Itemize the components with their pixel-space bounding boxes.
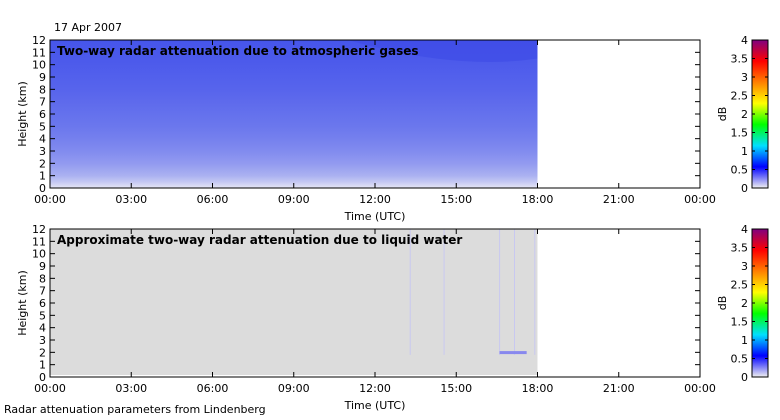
x-tick-label: 00:00 <box>684 382 716 395</box>
colorbar-tick-label: 3.5 <box>731 53 749 66</box>
colorbar-tick-label: 3.5 <box>731 242 749 255</box>
colorbar-tick-label: 2 <box>741 297 748 310</box>
colorbar-tick-label: 3 <box>741 260 748 273</box>
colorbar-tick-label: 0 <box>741 371 748 384</box>
x-tick-label: 15:00 <box>440 382 472 395</box>
y-tick-label: 1 <box>39 359 46 372</box>
y-tick-label: 11 <box>32 235 46 248</box>
x-tick-label: 03:00 <box>115 382 147 395</box>
x-tick-label: 21:00 <box>603 193 635 206</box>
colorbar-tick-label: 2 <box>741 108 748 121</box>
colorbar-tick-label: 0.5 <box>731 164 749 177</box>
y-tick-label: 8 <box>39 83 46 96</box>
y-tick-label: 1 <box>39 170 46 183</box>
y-tick-label: 9 <box>39 71 46 84</box>
x-tick-label: 12:00 <box>359 193 391 206</box>
chart-title: Two-way radar attenuation due to atmosph… <box>57 44 419 58</box>
y-tick-label: 0 <box>39 371 46 384</box>
colorbar-tick-label: 2.5 <box>731 90 749 103</box>
x-tick-label: 06:00 <box>197 193 229 206</box>
colorbar-tick-label: 0.5 <box>731 353 749 366</box>
y-tick-label: 6 <box>39 108 46 121</box>
colorbar-tick-label: 0 <box>741 182 748 195</box>
y-tick-label: 11 <box>32 46 46 59</box>
colorbar-tick-label: 1 <box>741 334 748 347</box>
y-tick-label: 10 <box>32 59 46 72</box>
y-tick-label: 10 <box>32 248 46 261</box>
gas-attenuation-field <box>50 40 538 188</box>
y-tick-label: 4 <box>39 133 46 146</box>
y-tick-label: 8 <box>39 272 46 285</box>
colorbar-tick-label: 1.5 <box>731 127 749 140</box>
y-tick-label: 5 <box>39 120 46 133</box>
x-tick-label: 00:00 <box>34 382 66 395</box>
liquid-water-field <box>50 229 538 375</box>
liquid-water-low-band <box>499 351 527 355</box>
x-tick-label: 18:00 <box>522 193 554 206</box>
colorbar-tick-label: 4 <box>741 34 748 47</box>
y-tick-label: 6 <box>39 297 46 310</box>
colorbar-label: dB <box>716 296 729 311</box>
gas-attenuation-high-band <box>347 40 538 63</box>
y-tick-label: 4 <box>39 322 46 335</box>
x-tick-label: 18:00 <box>522 382 554 395</box>
colorbar-tick-label: 2.5 <box>731 279 749 292</box>
colorbar-tick-label: 1.5 <box>731 316 749 329</box>
x-tick-label: 09:00 <box>278 193 310 206</box>
date-label: 17 Apr 2007 <box>54 21 123 34</box>
colorbar-tick-label: 1 <box>741 145 748 158</box>
x-tick-label: 15:00 <box>440 193 472 206</box>
footer-text: Radar attenuation parameters from Linden… <box>4 403 266 416</box>
y-tick-label: 2 <box>39 157 46 170</box>
y-tick-label: 5 <box>39 309 46 322</box>
x-tick-label: 06:00 <box>197 382 229 395</box>
y-tick-label: 7 <box>39 96 46 109</box>
y-axis-label: Height (km) <box>16 81 29 147</box>
y-tick-label: 0 <box>39 182 46 195</box>
chart-title: Approximate two-way radar attenuation du… <box>57 233 462 247</box>
x-tick-label: 00:00 <box>34 193 66 206</box>
y-tick-label: 12 <box>32 34 46 47</box>
colorbar-tick-label: 3 <box>741 71 748 84</box>
x-tick-label: 21:00 <box>603 382 635 395</box>
colorbar-label: dB <box>716 107 729 122</box>
x-tick-label: 12:00 <box>359 382 391 395</box>
y-tick-label: 9 <box>39 260 46 273</box>
y-tick-label: 12 <box>32 223 46 236</box>
y-axis-label: Height (km) <box>16 270 29 336</box>
x-tick-label: 09:00 <box>278 382 310 395</box>
y-tick-label: 3 <box>39 145 46 158</box>
x-tick-label: 03:00 <box>115 193 147 206</box>
colorbar-tick-label: 4 <box>741 223 748 236</box>
y-tick-label: 7 <box>39 285 46 298</box>
x-axis-label: Time (UTC) <box>344 210 406 223</box>
y-tick-label: 2 <box>39 346 46 359</box>
x-tick-label: 00:00 <box>684 193 716 206</box>
x-axis-label: Time (UTC) <box>344 399 406 412</box>
y-tick-label: 3 <box>39 334 46 347</box>
